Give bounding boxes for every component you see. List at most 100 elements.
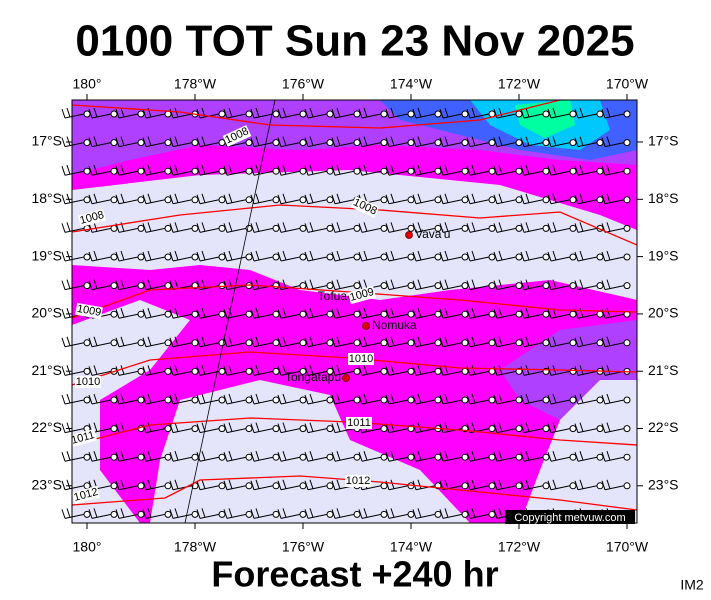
barb-station — [569, 253, 577, 261]
lat-label-left: 17°S — [31, 133, 62, 149]
barb — [250, 422, 274, 434]
barb — [61, 250, 85, 262]
calm-area — [520, 380, 637, 523]
barb — [520, 165, 544, 176]
barb-station — [191, 196, 199, 204]
barb — [574, 222, 598, 233]
barb — [88, 451, 112, 462]
barb — [358, 508, 382, 519]
barb — [250, 136, 274, 148]
barb — [277, 422, 301, 434]
subtitle: Forecast +240 hr — [211, 554, 498, 595]
barb — [223, 279, 247, 291]
barb — [493, 279, 517, 291]
barb — [223, 451, 247, 462]
barb — [520, 451, 544, 462]
barb-station — [407, 167, 415, 175]
barb — [601, 165, 625, 176]
barb-station — [569, 196, 577, 204]
lon-label-bottom: 172°W — [498, 539, 541, 555]
barb — [250, 365, 274, 376]
barb-station — [380, 339, 388, 347]
barb-station — [623, 482, 631, 490]
calm-area — [72, 300, 190, 523]
barb-station — [326, 167, 334, 175]
barb-station — [569, 139, 577, 147]
barb — [304, 250, 328, 262]
isobar-label-box — [68, 428, 98, 448]
barb-station — [623, 339, 631, 347]
barb-station — [407, 367, 415, 375]
barb-station — [488, 310, 496, 318]
barb — [88, 193, 112, 205]
barb-station — [110, 339, 118, 347]
barb-station — [137, 510, 145, 518]
barb — [61, 508, 85, 519]
barb — [520, 279, 544, 291]
barb-station — [569, 110, 577, 118]
barb-station — [434, 139, 442, 147]
barb — [574, 336, 598, 348]
barb-station — [569, 339, 577, 347]
barb — [61, 393, 85, 405]
barb-station — [272, 253, 280, 261]
barb-station — [461, 139, 469, 147]
barb-station — [110, 282, 118, 290]
barb — [331, 165, 355, 176]
barb-station — [326, 425, 334, 433]
barb-station — [542, 310, 550, 318]
barb-station — [380, 167, 388, 175]
barb-station — [110, 167, 118, 175]
barb-station — [299, 253, 307, 261]
barb — [331, 250, 355, 262]
barb — [547, 250, 571, 262]
barb-station — [299, 339, 307, 347]
barb — [223, 508, 247, 519]
lat-label-right: 21°S — [648, 362, 679, 378]
barb — [142, 336, 166, 348]
barb-station — [488, 139, 496, 147]
barb — [385, 393, 409, 405]
isobar-label-box — [222, 125, 252, 147]
barb — [88, 508, 112, 519]
barb-station — [461, 367, 469, 375]
barb — [169, 336, 193, 348]
barb-station — [461, 339, 469, 347]
barb — [385, 107, 409, 119]
barb-station — [488, 253, 496, 261]
barb-station — [191, 253, 199, 261]
barb-station — [137, 110, 145, 118]
isobar-label-box — [348, 353, 374, 365]
barb — [493, 451, 517, 462]
barb-station — [515, 110, 523, 118]
barb — [61, 193, 85, 205]
copyright-box — [505, 510, 635, 524]
barb-station — [326, 196, 334, 204]
barb-station — [461, 453, 469, 461]
lat-label-left: 23°S — [31, 477, 62, 493]
barb-station — [461, 110, 469, 118]
barb-station — [353, 310, 361, 318]
barb — [115, 308, 139, 319]
barb — [304, 136, 328, 148]
barb — [385, 451, 409, 462]
barb-station — [218, 139, 226, 147]
barb-station — [164, 339, 172, 347]
barb — [142, 393, 166, 405]
barb-station — [326, 482, 334, 490]
barb-station — [164, 253, 172, 261]
barb-station — [542, 453, 550, 461]
barb-station — [272, 396, 280, 404]
barb-station — [407, 510, 415, 518]
barb — [358, 250, 382, 262]
barb — [142, 508, 166, 519]
barb — [493, 422, 517, 434]
barb — [331, 193, 355, 205]
barb — [412, 393, 436, 405]
barb-station — [137, 282, 145, 290]
barb — [169, 107, 193, 119]
barb — [115, 479, 139, 491]
barb-station — [407, 310, 415, 318]
barb-station — [299, 367, 307, 375]
